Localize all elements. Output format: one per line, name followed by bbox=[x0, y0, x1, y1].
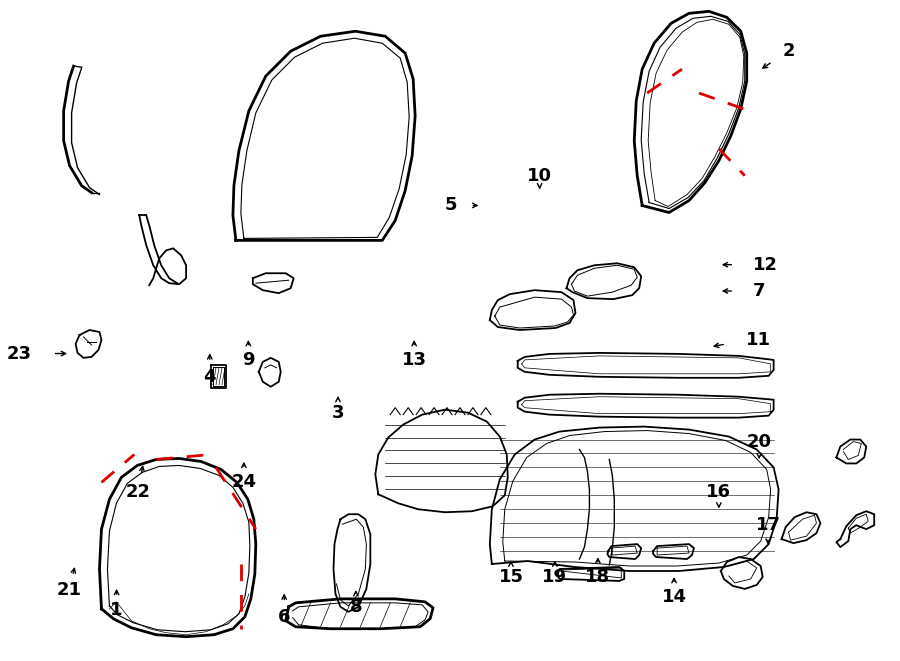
Text: 24: 24 bbox=[231, 473, 256, 491]
Text: 17: 17 bbox=[756, 516, 780, 533]
Text: 4: 4 bbox=[203, 368, 216, 385]
Text: 6: 6 bbox=[278, 608, 291, 626]
Text: 1: 1 bbox=[111, 602, 123, 619]
Text: 14: 14 bbox=[662, 588, 687, 606]
Text: 2: 2 bbox=[782, 42, 795, 59]
Text: 22: 22 bbox=[126, 483, 150, 501]
Text: 3: 3 bbox=[332, 404, 344, 422]
Text: 19: 19 bbox=[543, 568, 567, 586]
Text: 18: 18 bbox=[585, 568, 610, 586]
Text: 7: 7 bbox=[753, 282, 765, 300]
Text: 20: 20 bbox=[747, 434, 771, 451]
Text: 21: 21 bbox=[57, 582, 82, 600]
Text: 12: 12 bbox=[753, 256, 778, 274]
Text: 11: 11 bbox=[746, 331, 770, 350]
Text: 23: 23 bbox=[6, 344, 32, 362]
Text: 9: 9 bbox=[242, 351, 255, 369]
Text: 16: 16 bbox=[706, 483, 732, 501]
Text: 5: 5 bbox=[445, 196, 457, 214]
Text: 10: 10 bbox=[527, 167, 552, 185]
Text: 13: 13 bbox=[401, 351, 427, 369]
Text: 15: 15 bbox=[499, 568, 524, 586]
Text: 8: 8 bbox=[349, 598, 362, 616]
